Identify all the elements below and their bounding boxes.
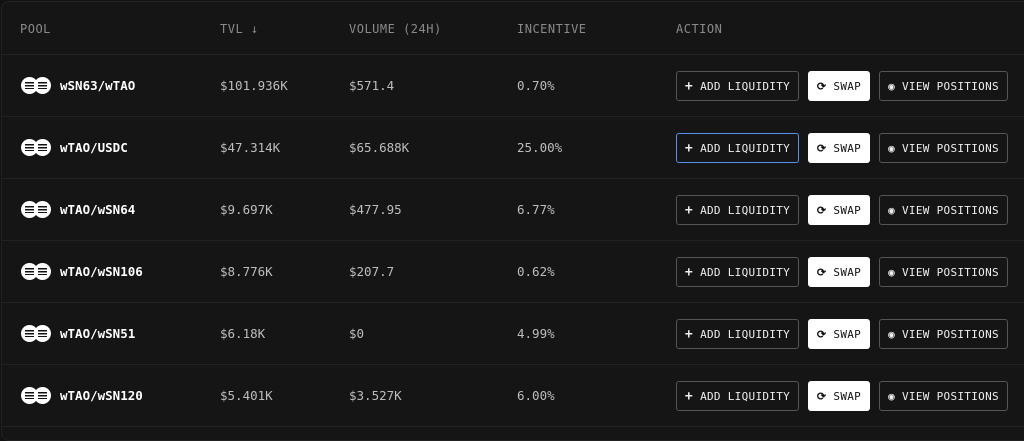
add-liquidity-label: ADD LIQUIDITY [700, 389, 791, 403]
view-positions-button[interactable]: ◉ VIEW POSITIONS [879, 133, 1008, 163]
table-row[interactable]: wTAO/wSN64 $9.697K $477.95 6.77% + ADD LI… [2, 179, 1024, 241]
add-liquidity-button[interactable]: + ADD LIQUIDITY [676, 71, 799, 101]
plus-icon: + [684, 140, 694, 156]
view-positions-button[interactable]: ◉ VIEW POSITIONS [879, 195, 1008, 225]
swap-button[interactable]: ⟳ SWAP [808, 319, 870, 349]
pool-token-icon [21, 387, 51, 404]
col-volume[interactable]: VOLUME (24H) [349, 22, 442, 36]
view-positions-button[interactable]: ◉ VIEW POSITIONS [879, 71, 1008, 101]
col-action: ACTION [676, 22, 723, 36]
pool-name[interactable]: wTAO/wSN51 [60, 326, 136, 341]
table-row[interactable]: wTAO/USDC $47.314K $65.688K 25.00% + ADD … [2, 117, 1024, 179]
volume-value: $571.4 [349, 78, 395, 93]
tvl-value: $8.776K [220, 264, 273, 279]
add-liquidity-label: ADD LIQUIDITY [700, 79, 791, 93]
swap-label: SWAP [833, 265, 862, 279]
swap-icon: ⟳ [816, 141, 827, 155]
tvl-value: $47.314K [220, 140, 281, 155]
plus-icon: + [684, 264, 694, 280]
incentive-value: 6.00% [517, 388, 555, 403]
pool-token-icon [21, 77, 51, 94]
add-liquidity-button[interactable]: + ADD LIQUIDITY [676, 133, 799, 163]
view-positions-button[interactable]: ◉ VIEW POSITIONS [879, 319, 1008, 349]
tvl-value: $101.936K [220, 78, 288, 93]
add-liquidity-label: ADD LIQUIDITY [700, 141, 791, 155]
add-liquidity-button[interactable]: + ADD LIQUIDITY [676, 257, 799, 287]
eye-icon: ◉ [888, 265, 895, 279]
view-positions-label: VIEW POSITIONS [902, 389, 999, 403]
tvl-value: $5.401K [220, 388, 273, 403]
swap-button[interactable]: ⟳ SWAP [808, 195, 870, 225]
eye-icon: ◉ [888, 327, 895, 341]
add-liquidity-button[interactable]: + ADD LIQUIDITY [676, 195, 799, 225]
volume-value: $65.688K [349, 140, 410, 155]
add-liquidity-button[interactable]: + ADD LIQUIDITY [676, 381, 799, 411]
view-positions-button[interactable]: ◉ VIEW POSITIONS [879, 257, 1008, 287]
pool-name[interactable]: wTAO/USDC [60, 140, 128, 155]
view-positions-label: VIEW POSITIONS [902, 203, 999, 217]
view-positions-label: VIEW POSITIONS [902, 79, 999, 93]
pool-name[interactable]: wTAO/wSN106 [60, 264, 143, 279]
plus-icon: + [684, 202, 694, 218]
plus-icon: + [684, 326, 694, 342]
swap-button[interactable]: ⟳ SWAP [808, 71, 870, 101]
volume-value: $477.95 [349, 202, 402, 217]
incentive-value: 0.70% [517, 78, 555, 93]
plus-icon: + [684, 388, 694, 404]
incentive-value: 6.77% [517, 202, 555, 217]
eye-icon: ◉ [888, 389, 895, 403]
swap-label: SWAP [833, 79, 862, 93]
eye-icon: ◉ [888, 141, 895, 155]
tvl-value: $9.697K [220, 202, 273, 217]
swap-button[interactable]: ⟳ SWAP [808, 381, 870, 411]
table-header: POOL TVL ↓ VOLUME (24H) INCENTIVE ACTION [2, 2, 1024, 55]
view-positions-label: VIEW POSITIONS [902, 141, 999, 155]
swap-icon: ⟳ [816, 203, 827, 217]
eye-icon: ◉ [888, 79, 895, 93]
table-row[interactable]: wTAO/wSN51 $6.18K $0 4.99% + ADD LIQUIDIT… [2, 303, 1024, 365]
swap-label: SWAP [833, 203, 862, 217]
add-liquidity-button[interactable]: + ADD LIQUIDITY [676, 319, 799, 349]
swap-icon: ⟳ [816, 327, 827, 341]
swap-button[interactable]: ⟳ SWAP [808, 133, 870, 163]
pool-name[interactable]: wSN63/wTAO [60, 78, 136, 93]
col-incentive[interactable]: INCENTIVE [517, 22, 587, 36]
volume-value: $3.527K [349, 388, 402, 403]
swap-icon: ⟳ [816, 265, 827, 279]
volume-value: $207.7 [349, 264, 395, 279]
pool-token-icon [21, 263, 51, 280]
swap-label: SWAP [833, 389, 862, 403]
col-tvl-sort[interactable]: TVL ↓ [220, 22, 259, 36]
table-row[interactable]: wTAO/wSN106 $8.776K $207.7 0.62% + ADD LI… [2, 241, 1024, 303]
view-positions-label: VIEW POSITIONS [902, 265, 999, 279]
incentive-value: 25.00% [517, 140, 563, 155]
swap-label: SWAP [833, 141, 862, 155]
pool-token-icon [21, 325, 51, 342]
pool-name[interactable]: wTAO/wSN120 [60, 388, 143, 403]
incentive-value: 0.62% [517, 264, 555, 279]
swap-icon: ⟳ [816, 389, 827, 403]
volume-value: $0 [349, 326, 365, 341]
add-liquidity-label: ADD LIQUIDITY [700, 327, 791, 341]
swap-label: SWAP [833, 327, 862, 341]
swap-button[interactable]: ⟳ SWAP [808, 257, 870, 287]
eye-icon: ◉ [888, 203, 895, 217]
swap-icon: ⟳ [816, 79, 827, 93]
view-positions-label: VIEW POSITIONS [902, 327, 999, 341]
pool-token-icon [21, 201, 51, 218]
pool-name[interactable]: wTAO/wSN64 [60, 202, 136, 217]
col-pool: POOL [20, 22, 51, 36]
table-row[interactable]: wSN63/wTAO $101.936K $571.4 0.70% + ADD L… [2, 55, 1024, 117]
table-row[interactable]: wTAO/wSN120 $5.401K $3.527K 6.00% + ADD L… [2, 365, 1024, 427]
add-liquidity-label: ADD LIQUIDITY [700, 203, 791, 217]
plus-icon: + [684, 78, 694, 94]
tvl-value: $6.18K [220, 326, 266, 341]
pool-token-icon [21, 139, 51, 156]
incentive-value: 4.99% [517, 326, 555, 341]
add-liquidity-label: ADD LIQUIDITY [700, 265, 791, 279]
view-positions-button[interactable]: ◉ VIEW POSITIONS [879, 381, 1008, 411]
